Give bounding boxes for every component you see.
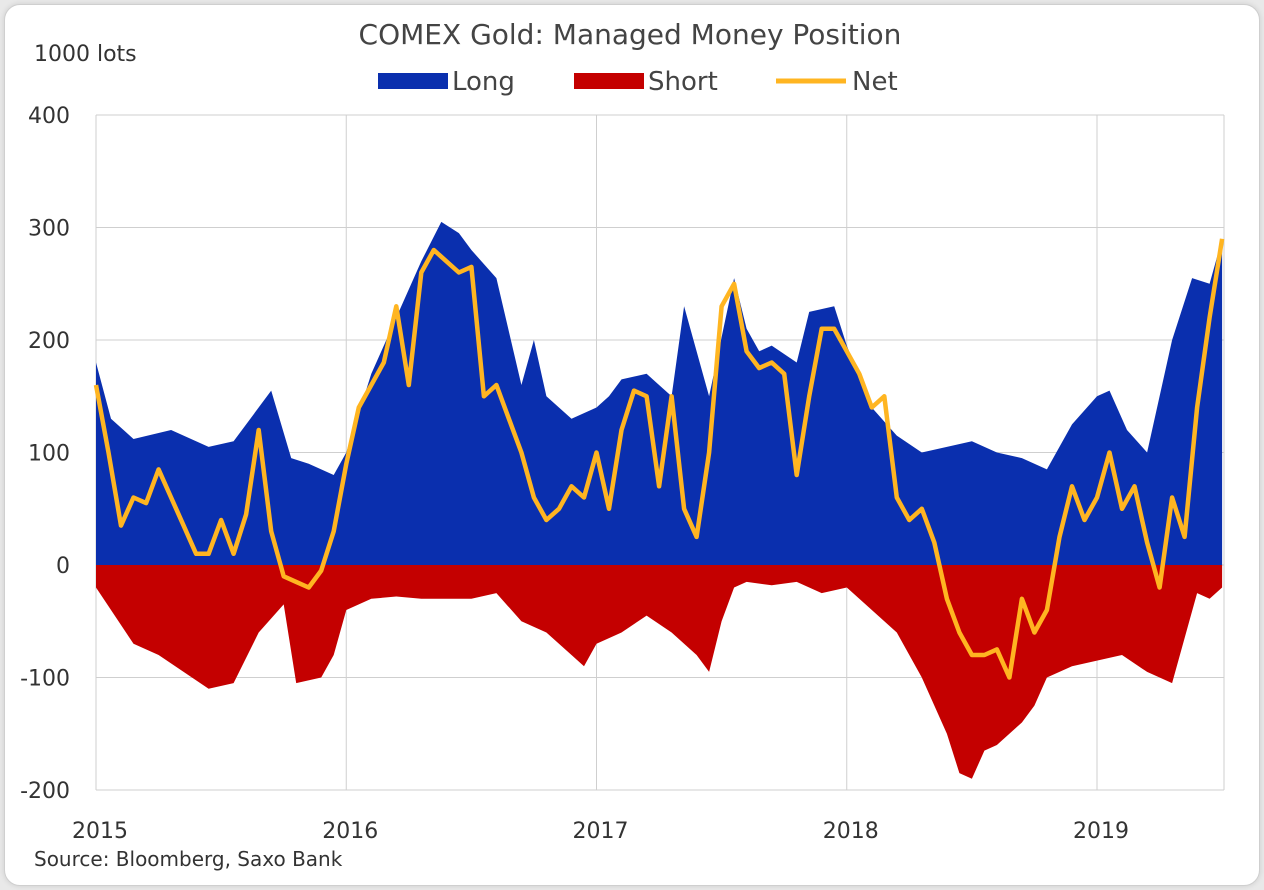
source-note: Source: Bloomberg, Saxo Bank: [34, 847, 343, 871]
x-tick-label: 2016: [322, 819, 378, 844]
legend-label-net: Net: [852, 67, 898, 97]
legend-label-short: Short: [648, 67, 718, 97]
y-tick-label: -200: [20, 779, 70, 804]
legend-swatch-long: [378, 73, 448, 89]
y-axis-unit-label: 1000 lots: [34, 42, 137, 67]
area-short: [96, 565, 1223, 779]
line-net: [93, 238, 1225, 680]
x-axis-ticks: 2015 2016 2017 2018 2019: [72, 819, 1129, 844]
y-tick-label: 200: [28, 329, 70, 354]
y-tick-label: -100: [20, 667, 70, 692]
legend-swatch-short: [574, 73, 644, 89]
chart-title: COMEX Gold: Managed Money Position: [359, 18, 902, 51]
legend: Long Short Net: [378, 67, 898, 97]
area-long: [96, 221, 1223, 565]
legend-label-long: Long: [452, 67, 515, 97]
y-tick-label: 400: [28, 104, 70, 129]
y-axis-ticks: 400 300 200 100 0 -100 -200: [20, 104, 70, 804]
y-tick-label: 300: [28, 217, 70, 242]
x-tick-label: 2015: [72, 819, 128, 844]
x-tick-label: 2019: [1073, 819, 1129, 844]
y-tick-label: 0: [56, 554, 70, 579]
plot-lines: [93, 238, 1225, 680]
x-tick-label: 2018: [823, 819, 879, 844]
y-tick-label: 100: [28, 442, 70, 467]
plot-areas: [96, 221, 1223, 779]
x-tick-label: 2017: [573, 819, 629, 844]
